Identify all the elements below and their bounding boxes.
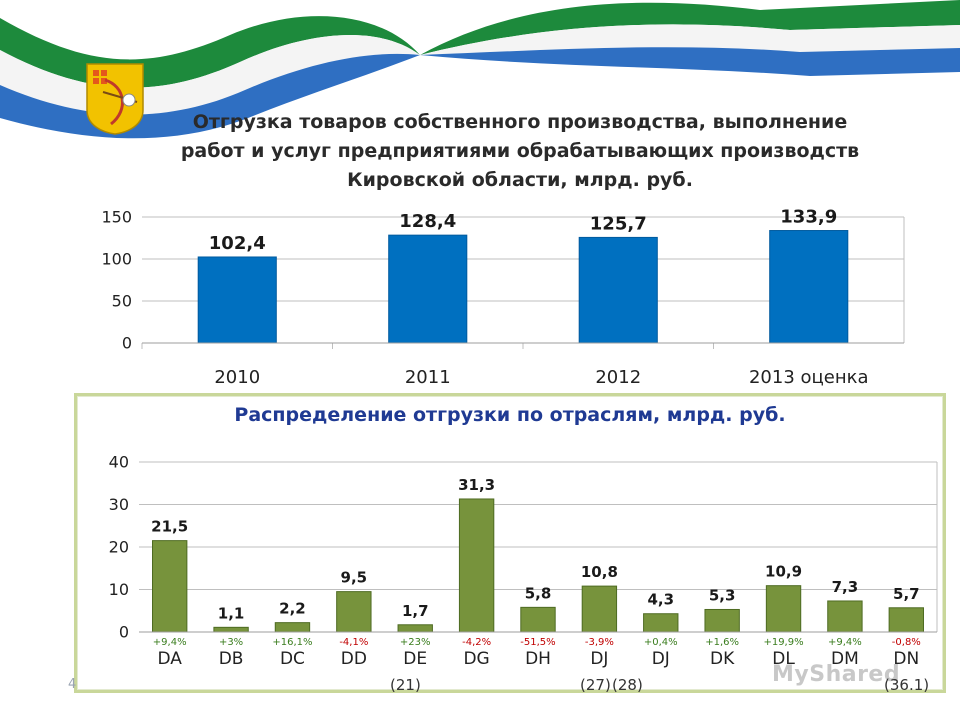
bar	[827, 600, 863, 633]
page-number: 4	[68, 677, 77, 692]
value-label: 102,4	[209, 233, 266, 254]
x-category-label: DG	[463, 649, 489, 668]
y-tick-label: 30	[109, 495, 129, 514]
value-label: 1,1	[218, 604, 245, 622]
bar	[213, 626, 249, 633]
panel-title: Распределение отгрузки по отраслям, млрд…	[234, 404, 786, 426]
value-label: 5,7	[893, 585, 920, 603]
growth-annotation: -51,5%	[520, 637, 555, 648]
growth-annotation: +3%	[219, 637, 243, 648]
growth-annotation: +9,4%	[828, 637, 862, 648]
y-tick-label: 50	[112, 292, 132, 311]
x-category-label: 2011	[405, 367, 451, 388]
value-label: 1,7	[402, 602, 429, 620]
footnote-36: (36.1)	[884, 676, 930, 694]
x-category-label: DH	[525, 649, 551, 668]
growth-annotation: -3,9%	[585, 637, 614, 648]
value-label: 2,2	[279, 600, 306, 618]
industry-shipment-chart: 01020304021,5DA+9,4%1,1DB+3%2,2DC+16,1%9…	[109, 453, 938, 668]
x-category-label: DJ	[590, 649, 608, 668]
y-tick-label: 20	[109, 538, 129, 557]
value-label: 10,8	[581, 563, 618, 581]
footnote-21: (21)	[390, 676, 421, 694]
bar	[643, 613, 679, 633]
kirov-coat-of-arms-icon	[86, 63, 144, 135]
bar	[197, 256, 277, 344]
bar	[388, 234, 468, 344]
x-category-label: 2012	[595, 367, 641, 388]
x-category-label: DD	[341, 649, 367, 668]
value-label: 5,3	[709, 586, 736, 604]
bar	[274, 622, 311, 633]
growth-annotation: -4,2%	[462, 637, 491, 648]
y-tick-label: 0	[122, 334, 132, 353]
growth-annotation: +9,4%	[153, 637, 187, 648]
bar	[520, 606, 556, 633]
x-category-label: DE	[403, 649, 427, 668]
growth-annotation: -4,1%	[339, 637, 368, 648]
value-label: 9,5	[341, 569, 368, 587]
y-tick-label: 100	[101, 250, 132, 269]
bar	[458, 498, 495, 633]
bar	[578, 236, 658, 344]
footnote-27: (27)	[580, 676, 611, 694]
bar	[704, 608, 740, 633]
bar	[397, 624, 433, 633]
x-category-label: DK	[710, 649, 735, 668]
x-category-label: DM	[831, 649, 859, 668]
growth-annotation: +0,4%	[644, 637, 678, 648]
x-category-label: DJ	[652, 649, 670, 668]
bar	[152, 540, 188, 633]
x-category-label: 2010	[214, 367, 260, 388]
x-category-label: 2013 оценка	[749, 367, 869, 388]
x-category-label: DN	[893, 649, 919, 668]
growth-annotation: +1,6%	[705, 637, 739, 648]
bar	[581, 585, 618, 633]
value-label: 31,3	[458, 476, 495, 494]
x-category-label: DC	[280, 649, 305, 668]
y-tick-label: 150	[101, 208, 132, 227]
growth-annotation: +23%	[400, 637, 431, 648]
value-label: 125,7	[590, 213, 647, 234]
bar	[769, 230, 849, 344]
y-tick-label: 10	[109, 580, 129, 599]
bar	[888, 607, 924, 633]
x-category-label: DL	[772, 649, 795, 668]
bar	[336, 591, 372, 633]
value-label: 133,9	[780, 207, 837, 228]
x-category-label: DA	[157, 649, 182, 668]
watermark-logo: MyShared	[772, 662, 901, 687]
x-category-label: DB	[219, 649, 244, 668]
growth-annotation: +16,1%	[272, 637, 312, 648]
footnote-28: (28)	[612, 676, 643, 694]
y-tick-label: 40	[109, 453, 129, 472]
annual-shipment-chart: 0 50 100 150 102,4 2010 128,4 2011 125,7 2012 133,…	[101, 207, 905, 388]
value-label: 128,4	[399, 211, 456, 232]
y-tick-label: 0	[119, 623, 129, 642]
value-label: 5,8	[525, 584, 552, 602]
growth-annotation: +19,9%	[763, 637, 803, 648]
growth-annotation: -0,8%	[892, 637, 921, 648]
bar	[765, 585, 802, 633]
value-label: 21,5	[151, 518, 188, 536]
value-label: 7,3	[832, 578, 859, 596]
industry-distribution-panel: Распределение отгрузки по отраслям, млрд…	[74, 393, 946, 693]
value-label: 10,9	[765, 563, 802, 581]
value-label: 4,3	[647, 591, 674, 609]
main-title: Отгрузка товаров собственного производст…	[180, 111, 860, 191]
